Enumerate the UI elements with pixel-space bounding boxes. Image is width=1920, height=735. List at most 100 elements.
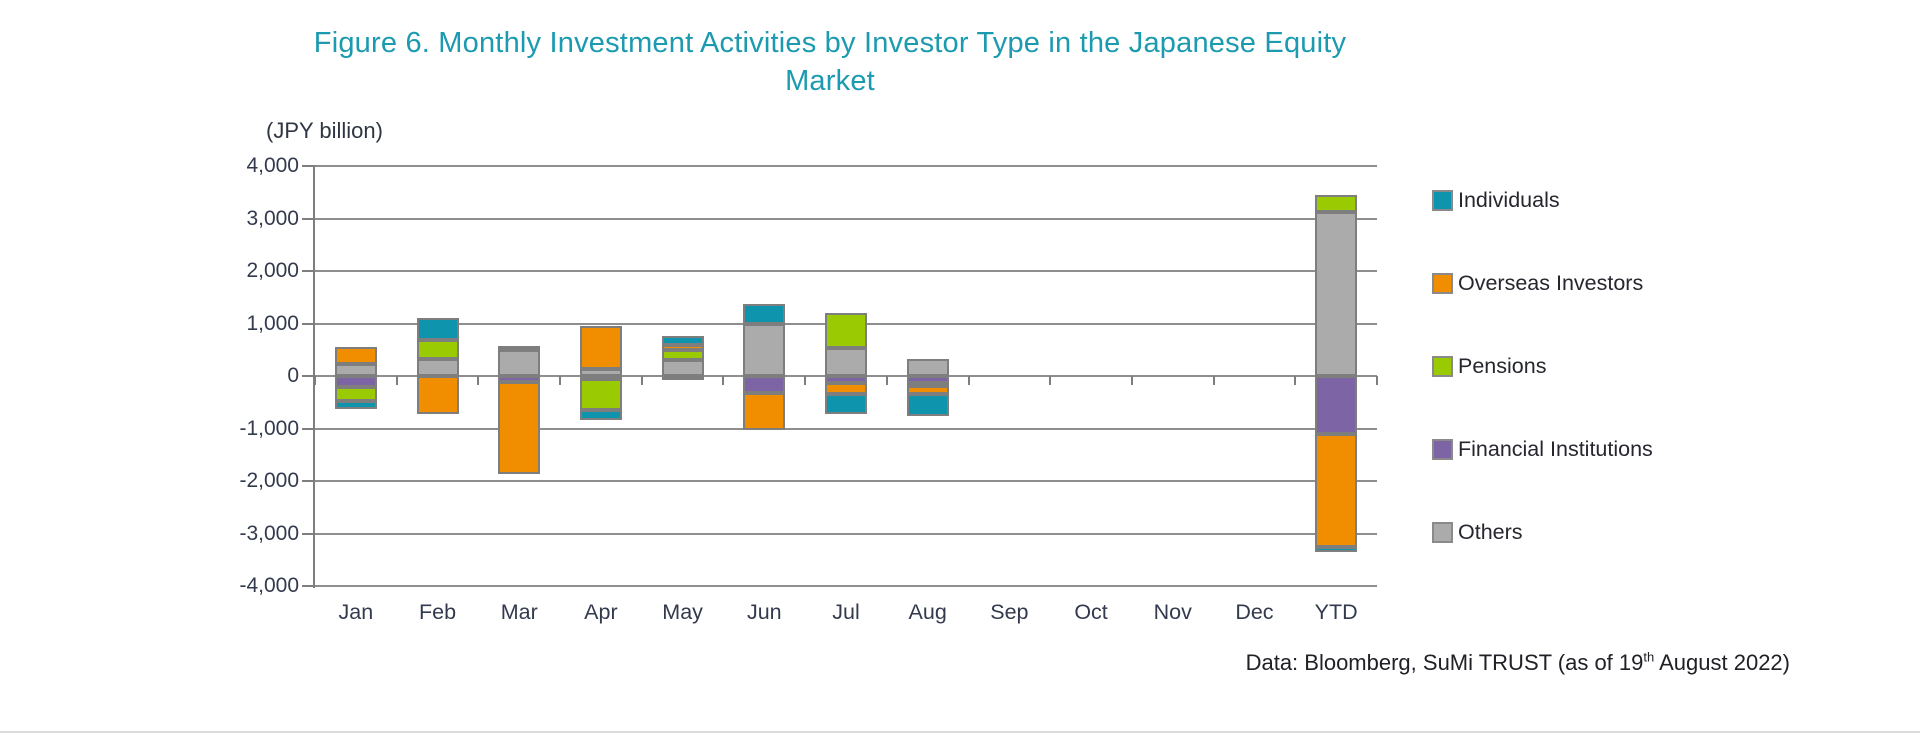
- legend-item-others: Others: [1432, 520, 1523, 545]
- x-axis-label: Dec: [1235, 600, 1274, 624]
- bar-segment: [1315, 376, 1358, 434]
- y-axis-label: -3,000: [239, 521, 299, 545]
- x-axis-label: Nov: [1153, 600, 1192, 624]
- bar-segment: [416, 318, 459, 340]
- gridline: [315, 427, 1377, 430]
- bar-segment: [334, 347, 377, 364]
- y-axis-tick: [302, 585, 315, 587]
- bar-segment: [579, 410, 622, 420]
- legend-label-financial-institutions: Financial Institutions: [1458, 437, 1653, 461]
- y-axis-label: -1,000: [239, 416, 299, 440]
- x-axis-label: Mar: [500, 600, 538, 624]
- bar-segment: [825, 394, 867, 415]
- bar-segment: [825, 347, 867, 376]
- chart-title-line-2: Market: [785, 65, 875, 97]
- bar-segment: [498, 376, 541, 382]
- y-axis-tick: [302, 532, 315, 535]
- x-axis-label: Sep: [990, 600, 1029, 624]
- bar-segment: [1315, 212, 1358, 376]
- legend-item-overseas-investors: Overseas Investors: [1432, 271, 1643, 296]
- bar-segment: [906, 385, 949, 394]
- gridline: [315, 585, 1377, 587]
- chart-title: Figure 6. Monthly Investment Activities …: [250, 24, 1410, 100]
- bar-segment: [825, 313, 867, 348]
- y-axis-label: -2,000: [239, 469, 299, 492]
- gridline: [315, 217, 1377, 220]
- bar-segment: [334, 363, 377, 376]
- bar-segment: [661, 335, 704, 345]
- y-axis-label: 3,000: [246, 206, 299, 230]
- x-axis-tick: [477, 376, 480, 385]
- bar-segment: [334, 387, 377, 401]
- legend-label-pensions: Pensions: [1458, 354, 1547, 378]
- x-axis-tick: [314, 376, 316, 385]
- y-axis-unit-label: (JPY billion): [266, 118, 383, 143]
- x-axis-tick: [967, 376, 970, 385]
- data-source-note: Data: Bloomberg, SuMi TRUST (as of 19th …: [1246, 650, 1790, 676]
- x-axis-tick: [559, 376, 562, 385]
- x-axis-tick: [885, 376, 888, 385]
- x-axis-label: May: [662, 600, 703, 624]
- bar-segment: [579, 378, 622, 411]
- x-axis-label: Oct: [1074, 600, 1108, 624]
- gridline: [315, 480, 1377, 482]
- x-axis-tick: [1212, 376, 1215, 385]
- x-axis-tick: [1130, 376, 1133, 385]
- bar-segment: [661, 376, 704, 381]
- bar-segment: [579, 369, 622, 376]
- bar-segment: [334, 400, 377, 410]
- gridline: [315, 532, 1377, 535]
- y-axis-tick: [302, 375, 315, 377]
- bar-segment: [743, 303, 786, 325]
- bar-segment: [825, 376, 867, 383]
- legend-item-pensions: Pensions: [1432, 354, 1546, 379]
- y-axis-tick: [302, 165, 315, 167]
- x-axis-label: YTD: [1314, 600, 1358, 624]
- gridline: [315, 270, 1377, 272]
- y-axis-label: 2,000: [246, 259, 299, 282]
- bar-segment: [661, 359, 704, 376]
- bar-segment: [416, 376, 459, 415]
- legend-swatch-individuals: [1432, 190, 1453, 211]
- bar-segment: [498, 346, 541, 351]
- gridline: [315, 165, 1377, 167]
- legend-swatch-overseas-investors: [1432, 273, 1453, 294]
- bar-segment: [1315, 194, 1358, 213]
- legend-label-overseas-investors: Overseas Investors: [1458, 271, 1644, 295]
- bar-segment: [906, 382, 949, 387]
- x-axis-tick: [640, 376, 643, 385]
- x-axis-label: Feb: [419, 600, 457, 624]
- x-axis-tick: [1049, 376, 1052, 385]
- bar-segment: [906, 358, 949, 376]
- bar-segment: [416, 358, 459, 376]
- bar-segment: [498, 381, 541, 474]
- plot-area: 4,000 3,000 2,000 1,000 0 -1,000 -2,000 -3,000 -…: [239, 154, 1378, 624]
- bar-segment: [743, 376, 786, 394]
- bar-segment: [334, 376, 377, 388]
- y-axis-tick: [302, 427, 315, 430]
- legend-swatch-financial-institutions: [1432, 439, 1453, 460]
- legend-label-individuals: Individuals: [1458, 188, 1560, 212]
- legend-item-financial-institutions: Financial Institutions: [1432, 437, 1653, 462]
- bar-segment: [661, 345, 704, 350]
- x-axis-label: Jun: [746, 600, 782, 624]
- chart-title-line-1: Figure 6. Monthly Investment Activities …: [313, 27, 1347, 59]
- y-axis-tick: [302, 322, 315, 325]
- y-axis-label: -4,000: [239, 574, 299, 597]
- x-axis-label: Jan: [338, 600, 374, 624]
- y-axis-tick: [302, 217, 315, 220]
- y-axis-tick: [302, 480, 315, 482]
- bar-segment: [416, 339, 459, 359]
- page-bottom-divider: [0, 731, 1920, 733]
- x-axis-tick: [395, 376, 398, 385]
- data-source-text: Data: Bloomberg, SuMi TRUST (as of 19: [1245, 650, 1644, 675]
- bar-segment: [1315, 546, 1358, 552]
- x-axis-label: Jul: [832, 600, 860, 624]
- bar-segment: [1315, 433, 1358, 547]
- bar-segment: [498, 350, 541, 376]
- bar-segment: [579, 326, 622, 370]
- bar-segment: [906, 376, 949, 383]
- x-axis-tick: [722, 376, 725, 385]
- bar-segment: [743, 393, 786, 430]
